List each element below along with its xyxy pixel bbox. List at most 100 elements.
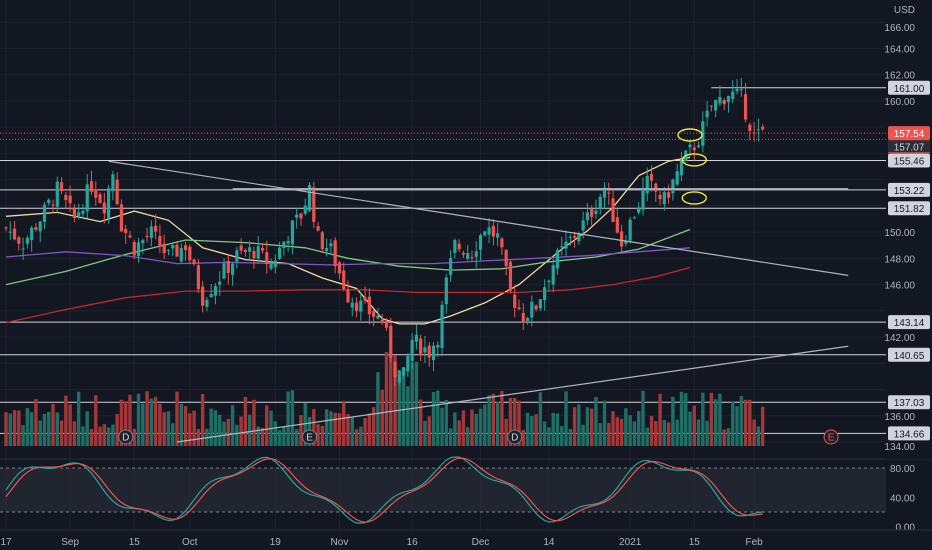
candle-body[interactable] bbox=[637, 207, 641, 213]
candle-body[interactable] bbox=[645, 175, 649, 194]
candle-body[interactable] bbox=[487, 227, 491, 235]
candle-body[interactable] bbox=[128, 235, 132, 238]
candle-body[interactable] bbox=[141, 240, 145, 244]
candle-body[interactable] bbox=[602, 187, 607, 198]
candle-body[interactable] bbox=[521, 312, 525, 323]
candle-body[interactable] bbox=[303, 205, 307, 214]
candle-body[interactable] bbox=[226, 260, 230, 273]
candle-body[interactable] bbox=[470, 257, 474, 259]
candle-body[interactable] bbox=[136, 242, 141, 257]
candle-body[interactable] bbox=[722, 100, 726, 105]
candle-body[interactable] bbox=[94, 189, 98, 198]
candle-body[interactable] bbox=[119, 204, 124, 232]
candle-body[interactable] bbox=[252, 251, 256, 259]
candle-body[interactable] bbox=[372, 311, 376, 317]
candle-body[interactable] bbox=[325, 248, 329, 252]
candle-body[interactable] bbox=[731, 91, 735, 100]
candle-body[interactable] bbox=[628, 219, 632, 241]
candle-body[interactable] bbox=[410, 339, 414, 361]
candle-body[interactable] bbox=[248, 247, 252, 252]
candle-body[interactable] bbox=[85, 184, 89, 212]
candle-body[interactable] bbox=[543, 287, 547, 301]
candle-body[interactable] bbox=[192, 259, 196, 265]
candle-body[interactable] bbox=[397, 370, 401, 383]
candle-body[interactable] bbox=[196, 265, 200, 290]
candle-body[interactable] bbox=[431, 345, 436, 361]
candle-body[interactable] bbox=[714, 99, 718, 111]
candle-body[interactable] bbox=[47, 199, 51, 204]
candle-body[interactable] bbox=[312, 187, 316, 222]
candle-body[interactable] bbox=[98, 194, 102, 203]
candle-body[interactable] bbox=[688, 144, 692, 148]
candle-body[interactable] bbox=[624, 241, 628, 244]
candle-body[interactable] bbox=[124, 228, 128, 233]
candle-body[interactable] bbox=[641, 189, 645, 210]
candle-body[interactable] bbox=[149, 226, 153, 238]
candle-body[interactable] bbox=[530, 301, 534, 318]
annotations[interactable] bbox=[677, 128, 707, 205]
candle-body[interactable] bbox=[504, 249, 508, 267]
candle-body[interactable] bbox=[594, 210, 598, 214]
candle-body[interactable] bbox=[38, 221, 42, 232]
candle-body[interactable] bbox=[337, 262, 342, 274]
candle-body[interactable] bbox=[235, 250, 239, 262]
candle-body[interactable] bbox=[316, 226, 320, 231]
highlight-ellipse[interactable] bbox=[677, 128, 703, 142]
candle-body[interactable] bbox=[401, 367, 406, 376]
candle-body[interactable] bbox=[51, 204, 55, 206]
earnings-marker[interactable]: E bbox=[302, 429, 318, 445]
candle-body[interactable] bbox=[21, 248, 25, 250]
candle-body[interactable] bbox=[560, 246, 564, 248]
candle-body[interactable] bbox=[107, 188, 111, 219]
candle-body[interactable] bbox=[295, 214, 299, 218]
candle-body[interactable] bbox=[457, 243, 461, 250]
candle-body[interactable] bbox=[564, 241, 568, 249]
candle-body[interactable] bbox=[598, 196, 602, 210]
trendline[interactable] bbox=[108, 160, 849, 276]
candle-body[interactable] bbox=[25, 237, 29, 244]
time-axis[interactable]: 17 Sep 15 Oct 19 Nov 16 Dec 14 2021 15 Feb bbox=[0, 529, 932, 548]
candle-body[interactable] bbox=[359, 300, 363, 312]
candle-body[interactable] bbox=[748, 124, 752, 131]
candle-body[interactable] bbox=[705, 110, 709, 118]
candle-body[interactable] bbox=[615, 217, 619, 233]
candle-body[interactable] bbox=[320, 232, 324, 250]
highlight-ellipse[interactable] bbox=[681, 153, 707, 167]
candle-body[interactable] bbox=[367, 296, 371, 315]
candle-body[interactable] bbox=[555, 249, 560, 269]
candle-body[interactable] bbox=[278, 247, 282, 259]
candle-body[interactable] bbox=[188, 246, 192, 261]
candle-body[interactable] bbox=[478, 235, 483, 250]
candle-body[interactable] bbox=[649, 174, 654, 181]
trendline[interactable] bbox=[176, 345, 849, 443]
candle-body[interactable] bbox=[414, 334, 418, 342]
candle-body[interactable] bbox=[632, 217, 637, 219]
candle-body[interactable] bbox=[701, 121, 705, 146]
candle-body[interactable] bbox=[166, 249, 171, 251]
candle-body[interactable] bbox=[350, 302, 354, 308]
candle-body[interactable] bbox=[590, 208, 594, 217]
candle-body[interactable] bbox=[269, 264, 273, 269]
candle-body[interactable] bbox=[55, 181, 59, 207]
candle-body[interactable] bbox=[389, 325, 393, 358]
candle-body[interactable] bbox=[453, 239, 457, 253]
candle-body[interactable] bbox=[171, 245, 175, 249]
candle-body[interactable] bbox=[756, 129, 760, 131]
candle-body[interactable] bbox=[8, 231, 12, 233]
candle-body[interactable] bbox=[145, 235, 149, 238]
candle-body[interactable] bbox=[346, 289, 350, 303]
highlight-ellipse[interactable] bbox=[681, 191, 707, 205]
candle-body[interactable] bbox=[406, 355, 410, 372]
candle-body[interactable] bbox=[709, 105, 713, 107]
candle-body[interactable] bbox=[111, 174, 115, 192]
earnings-upcoming-marker[interactable]: E bbox=[823, 429, 839, 445]
candle-body[interactable] bbox=[158, 236, 162, 247]
candle-body[interactable] bbox=[440, 304, 444, 348]
candle-body[interactable] bbox=[384, 320, 389, 328]
candle-body[interactable] bbox=[59, 182, 64, 192]
candle-body[interactable] bbox=[393, 361, 397, 378]
candle-body[interactable] bbox=[726, 95, 731, 103]
candle-body[interactable] bbox=[513, 294, 517, 308]
candle-body[interactable] bbox=[551, 265, 555, 285]
